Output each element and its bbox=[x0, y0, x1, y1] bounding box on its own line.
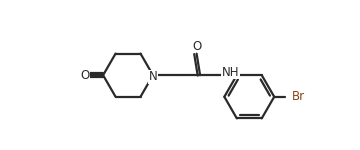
Text: N: N bbox=[149, 70, 158, 83]
Text: O: O bbox=[192, 40, 201, 53]
Text: O: O bbox=[81, 69, 90, 82]
Text: NH: NH bbox=[221, 66, 239, 79]
Text: Br: Br bbox=[292, 90, 305, 103]
